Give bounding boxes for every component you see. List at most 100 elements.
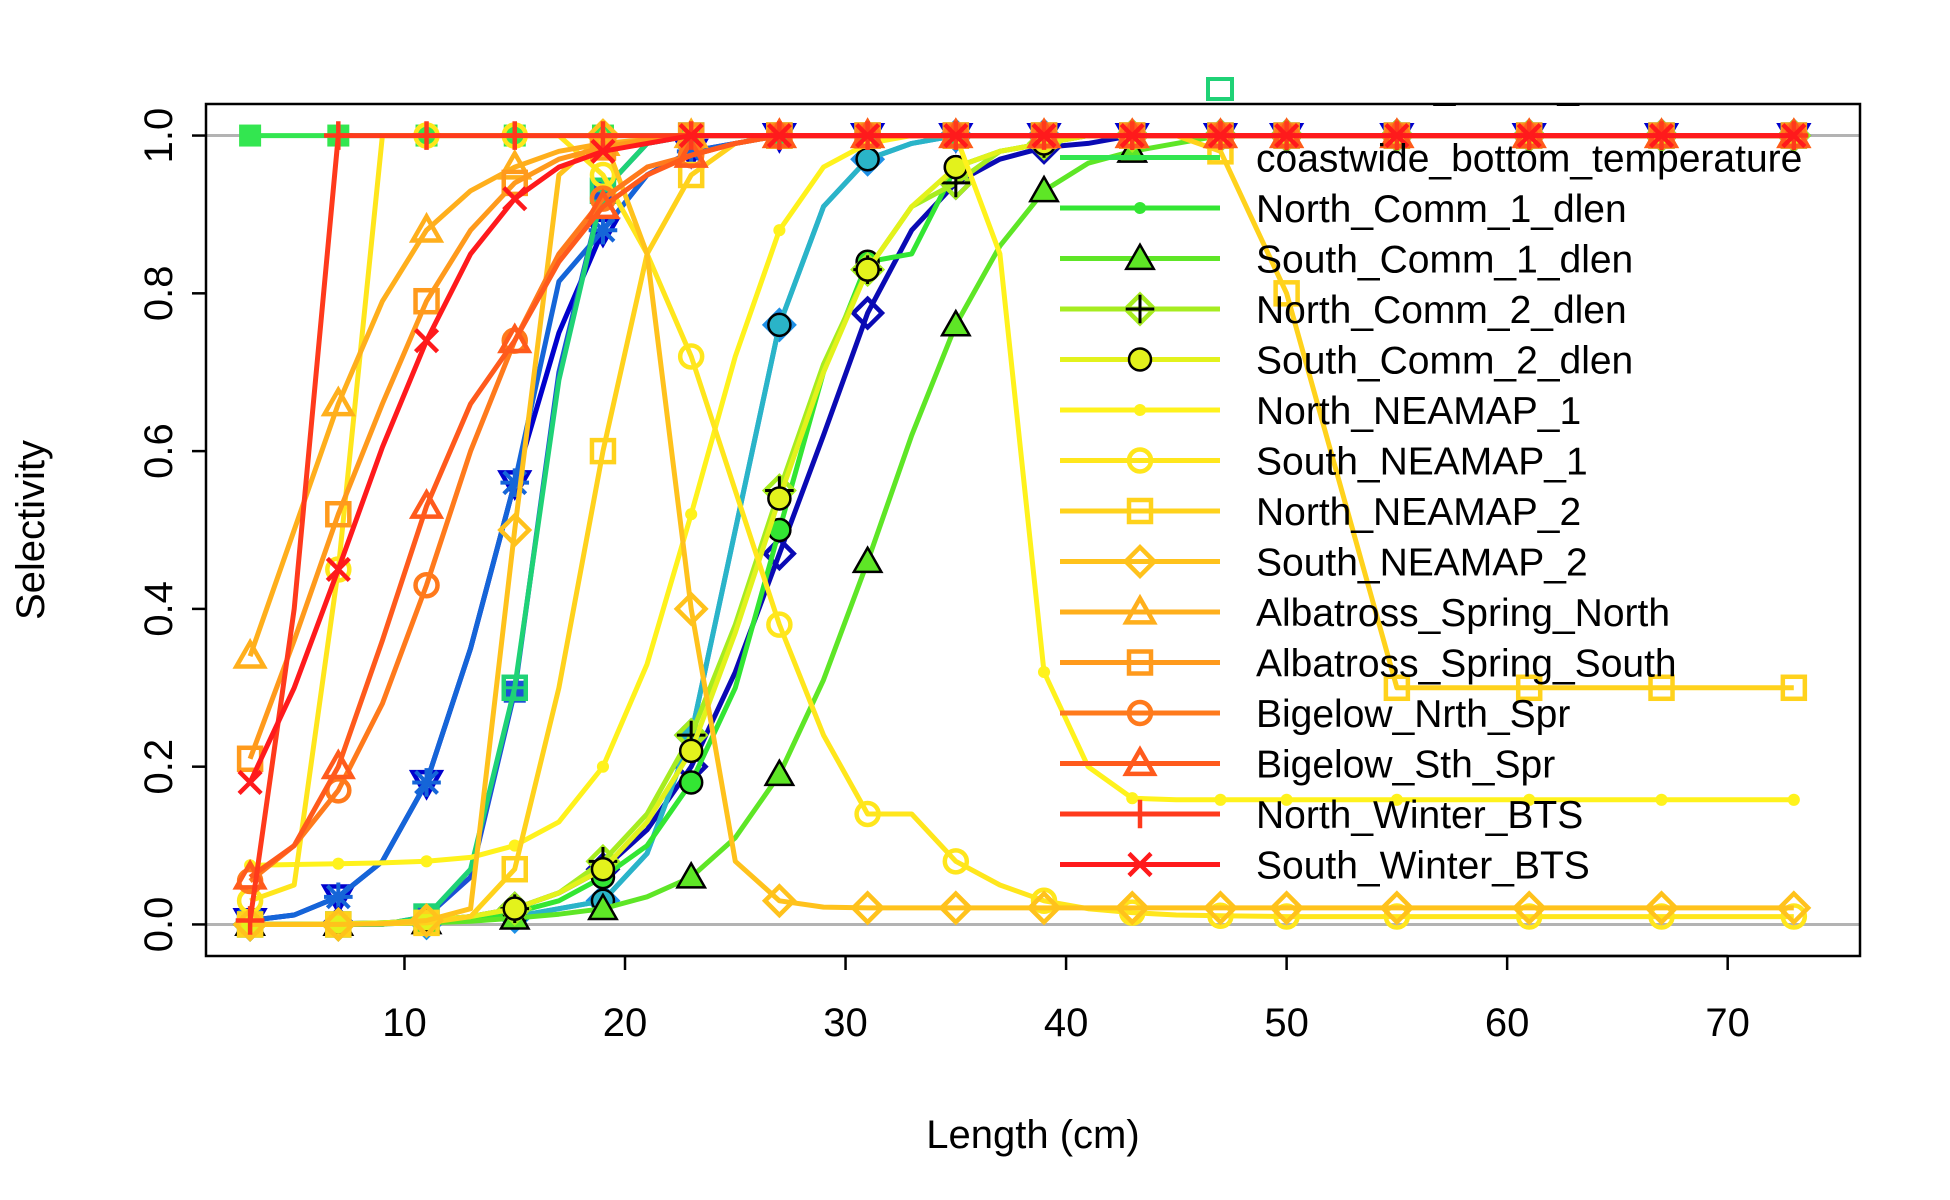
point-circle [590,856,616,882]
data-point [590,138,616,164]
point-x [855,122,881,149]
data-point [1126,792,1139,805]
data-point [596,760,610,773]
y-tick-label: 0.8 [137,266,181,322]
point-square [1126,497,1154,525]
data-point [761,883,797,919]
data-point [232,637,268,669]
point-square [325,500,352,528]
legend-label: coastwide_bottom_temperature [1256,138,1802,181]
point-dot [1133,201,1147,215]
series-layer [232,117,1812,942]
point-plus [412,121,441,150]
legend-label: Albatross_Spring_South [1256,643,1677,686]
data-point [685,508,698,521]
point-triangle [675,860,708,889]
point-x [1274,122,1300,149]
data-point [500,468,530,497]
point-diamond [761,883,797,919]
data-point [497,512,533,548]
point-triangle [939,308,972,337]
point-circle [1780,903,1808,930]
y-axis-label: Selectivity [9,440,53,620]
data-point [1127,851,1153,878]
data-point [501,855,528,883]
legend-item: South_Comm_2_dlen [1060,340,1633,383]
point-square [501,169,528,197]
data-point [500,121,530,150]
data-point [324,121,353,150]
point-dot [332,857,345,870]
data-point [502,896,527,921]
point-plus [235,906,265,935]
data-point [773,224,786,237]
data-point [320,906,356,942]
series [237,122,1807,796]
legend-item: North_Comm_1_dlen [1060,188,1627,231]
point-circle [1030,887,1058,915]
x-tick-label: 60 [1485,1001,1530,1045]
data-point [332,857,345,870]
data-point [420,855,433,868]
data-point [1028,174,1060,203]
point-triangle [851,545,884,574]
data-point [1648,122,1675,149]
point-diamond [1511,890,1547,926]
data-point [1274,122,1300,149]
x-tick-label: 40 [1044,1001,1089,1045]
point-diamond [497,512,533,548]
data-point [1390,793,1403,806]
point-circle [678,770,704,795]
point-dot [1655,793,1668,806]
point-triangle [1028,174,1060,203]
data-point [320,748,356,780]
point-x [590,138,616,164]
point-diamond [1122,544,1158,579]
series-line [247,133,1794,784]
legend-label: North_NEAMAP_1 [1256,390,1581,433]
data-point [1776,890,1812,926]
legend-item: RecCPUE_South_Fall [1206,77,1642,107]
x-tick-label: 70 [1705,1001,1750,1045]
data-point [1126,649,1154,676]
data-point [678,738,704,764]
data-point [854,800,881,828]
data-point [239,124,262,147]
series-line [250,133,1794,868]
data-point [1124,242,1156,271]
point-diamond [1644,890,1680,926]
point-asterisk [500,468,530,497]
point-x [1031,122,1057,149]
point-diamond [761,536,797,572]
legend-item: South_Comm_1_dlen [1060,239,1633,282]
data-point [1030,887,1058,915]
data-point [850,890,886,926]
point-square [501,855,528,883]
point-x [1207,122,1234,149]
point-triangle [1124,242,1156,271]
legend-item: North_Winter_BTS [1060,794,1583,837]
point-x [1127,851,1153,878]
point-circle [1126,447,1154,474]
point-square [1515,674,1543,702]
data-point [1269,890,1305,926]
point-square [1648,674,1675,702]
data-point [1273,280,1300,307]
data-point [1127,347,1153,372]
y-tick-label: 0.4 [137,581,181,637]
data-point [767,486,792,511]
data-point [588,215,618,245]
data-point [1648,674,1675,702]
data-point [766,611,793,638]
legend-marker [1206,77,1234,101]
data-point [1133,403,1147,417]
point-x [1119,122,1145,149]
point-triangle [232,637,268,669]
data-point [1122,544,1158,579]
data-point [1214,793,1227,806]
data-point [1031,122,1057,149]
data-point [855,257,880,282]
point-square [239,124,262,147]
series-line [250,133,1794,927]
data-point [673,591,709,627]
